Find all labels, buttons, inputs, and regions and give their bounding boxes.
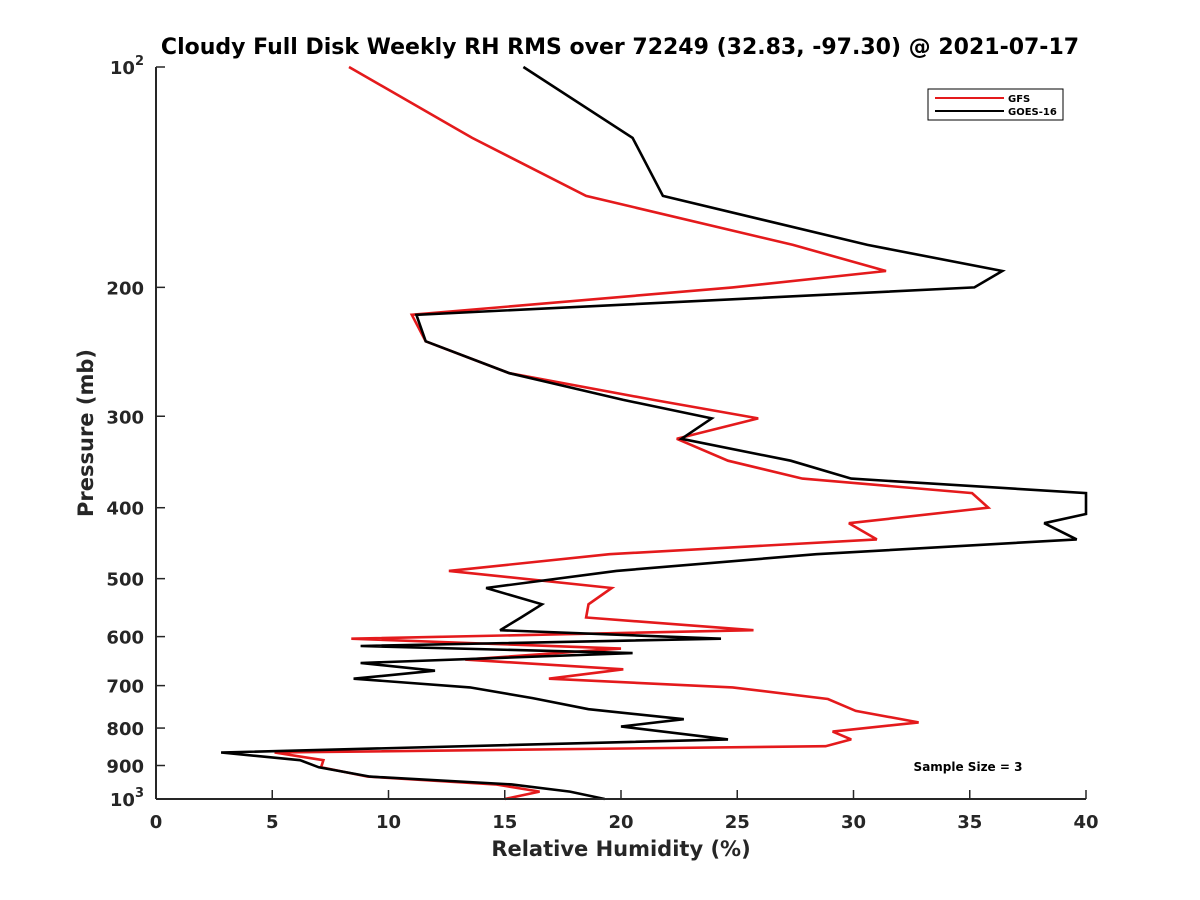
y-tick-label: 700 xyxy=(106,677,144,698)
x-ticks: 0 5 10 15 20 25 30 35 40 xyxy=(150,790,1099,833)
x-tick-label: 35 xyxy=(957,812,982,833)
x-tick-label: 25 xyxy=(725,812,750,833)
x-tick-label: 20 xyxy=(608,812,633,833)
chart-title: Cloudy Full Disk Weekly RH RMS over 7224… xyxy=(161,35,1079,60)
x-tick-label: 40 xyxy=(1073,812,1098,833)
legend-label-goes16: GOES-16 xyxy=(1008,107,1057,118)
y-tick-label: 102 xyxy=(110,54,144,79)
series-layer xyxy=(220,65,1088,801)
legend: GFS GOES-16 xyxy=(927,88,1064,121)
x-tick-label: 5 xyxy=(266,812,279,833)
y-ticks: 102 200 300 400 500 600 700 800 900 103 xyxy=(106,54,165,811)
x-tick-label: 30 xyxy=(841,812,866,833)
x-tick-label: 10 xyxy=(376,812,401,833)
y-tick-label: 500 xyxy=(106,570,144,591)
series-line-goes16 xyxy=(220,65,1088,801)
legend-label-gfs: GFS xyxy=(1008,94,1030,105)
y-tick-label: 200 xyxy=(106,278,144,299)
y-tick-label: 800 xyxy=(106,719,144,740)
sample-size-annotation: Sample Size = 3 xyxy=(914,760,1023,774)
y-tick-label: 300 xyxy=(106,407,144,428)
y-tick-label: 400 xyxy=(106,499,144,520)
y-tick-label: 900 xyxy=(106,757,144,778)
x-tick-label: 15 xyxy=(492,812,517,833)
y-axis-label: Pressure (mb) xyxy=(74,349,98,517)
y-tick-label: 600 xyxy=(106,628,144,649)
y-tick-label: 103 xyxy=(110,786,144,811)
x-axis-label: Relative Humidity (%) xyxy=(491,837,750,861)
legend-box xyxy=(927,88,1064,121)
x-tick-label: 0 xyxy=(150,812,163,833)
